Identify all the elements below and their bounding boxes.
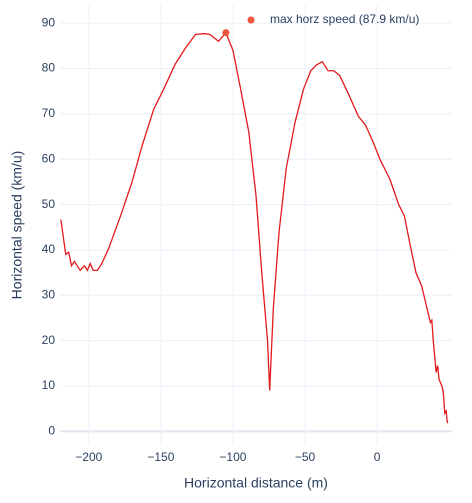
legend-label: max horz speed (87.9 km/u) [270, 12, 419, 26]
x-tick-label: −50 [295, 450, 316, 464]
y-tick-label: 0 [48, 424, 55, 438]
grid [60, 5, 452, 445]
line [60, 31, 449, 424]
y-tick-label: 50 [42, 197, 56, 211]
x-axis-title: Horizontal distance (m) [184, 475, 328, 491]
x-tick-label: −150 [147, 450, 174, 464]
x-tick-label: 0 [374, 450, 381, 464]
y-axis-title: Horizontal speed (km/u) [9, 151, 25, 300]
y-tick-label: 60 [42, 151, 56, 165]
y-tick-label: 30 [42, 287, 56, 301]
x-tick-label: −200 [75, 450, 102, 464]
marker [222, 29, 230, 37]
y-tick-label: 90 [42, 15, 56, 29]
y-tick-label: 70 [42, 106, 56, 120]
y-tick-label: 40 [42, 242, 56, 256]
x-tick-label: −100 [219, 450, 246, 464]
legend-marker [247, 16, 255, 24]
y-tick-label: 80 [42, 61, 56, 75]
y-tick-label: 20 [42, 333, 56, 347]
y-tick-label: 10 [42, 378, 56, 392]
